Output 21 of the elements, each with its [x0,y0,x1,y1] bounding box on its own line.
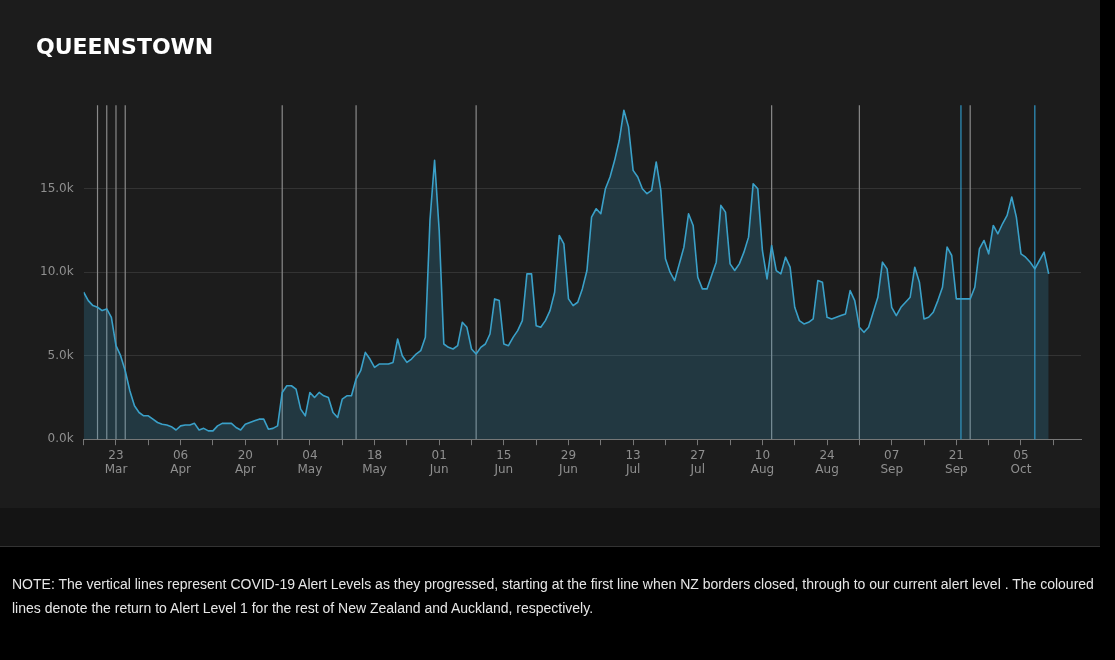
x-tick-label: 04 May [297,447,323,476]
chart-title: QUEENSTOWN [36,34,214,59]
x-tick-label: 01 Jun [428,447,449,476]
x-tick-label: 13 Jul [624,447,641,476]
y-tick-label: 0.0k [47,431,74,446]
x-tick-label: 18 May [362,447,387,476]
y-tick-label: 10.0k [40,264,74,279]
x-tick-label: 21 Sep [945,447,968,476]
x-tick-label: 23 Mar [104,447,128,476]
x-tick-label: 07 Sep [880,447,903,476]
x-tick-label: 15 Jun [493,447,514,476]
x-tick-label: 27 Jul [689,447,706,476]
x-tick-label: 05 Oct [1010,447,1032,476]
y-tick-label: 15.0k [40,180,74,195]
x-tick-label: 29 Jun [558,447,578,476]
text: NOTE: The vertical lines represent COVID-19 Alert Levels as they progressed, starting at the first line when NZ borders closed, through to our current alert level . The coloured lines denote the return to Alert Level 1 for the rest of New Zealand and Auckland, respectively. [12,575,1095,618]
x-tick-label: 10 Aug [750,447,775,476]
x-tick-label: 20 Apr [234,447,256,476]
y-tick-label: 5.0k [47,347,74,362]
x-tick-label: 06 Apr [170,447,192,476]
x-tick-label: 24 Aug [815,447,839,476]
